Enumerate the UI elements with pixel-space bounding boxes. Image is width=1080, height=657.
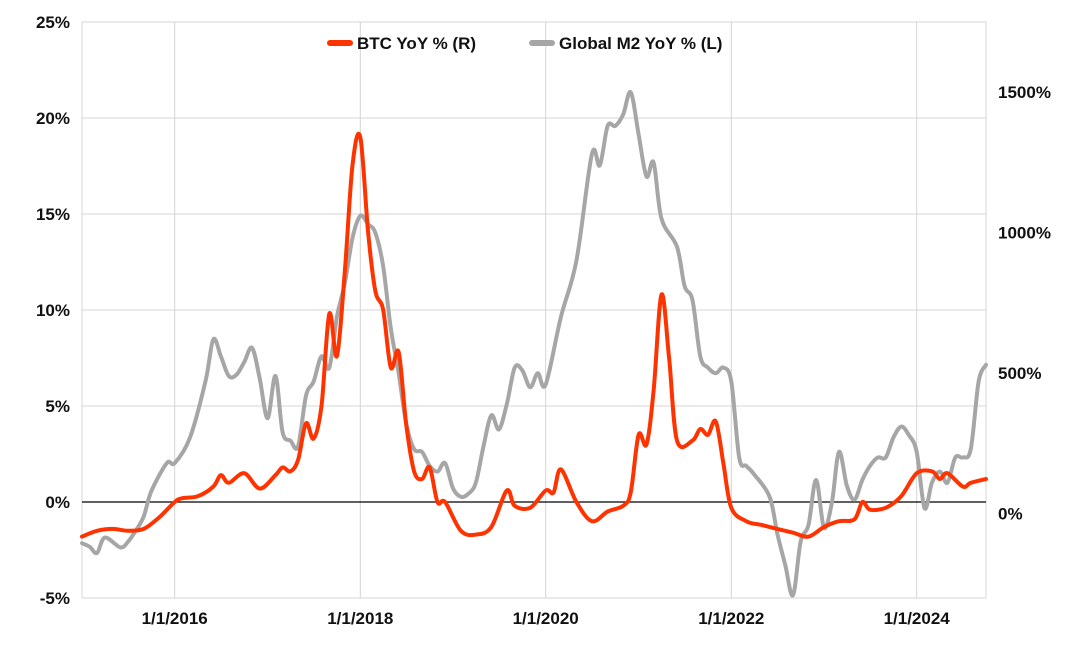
right-tick-label: 1500% — [998, 83, 1051, 102]
left-tick-label: 0% — [45, 493, 70, 512]
right-tick-label: 1000% — [998, 224, 1051, 243]
x-tick-label: 1/1/2016 — [142, 609, 208, 628]
left-tick-label: 15% — [36, 205, 70, 224]
global-m2-yoy-line — [80, 90, 988, 598]
x-tick-label: 1/1/2024 — [884, 609, 951, 628]
series-lines — [80, 90, 988, 598]
x-tick-label: 1/1/2022 — [698, 609, 764, 628]
right-tick-label: 500% — [998, 364, 1041, 383]
x-tick-label: 1/1/2018 — [327, 609, 393, 628]
left-tick-label: 25% — [36, 13, 70, 32]
right-axis-ticks: 0% 500% 1000% 1500% — [998, 83, 1051, 523]
x-tick-label: 1/1/2020 — [513, 609, 579, 628]
legend: BTC YoY % (R) Global M2 YoY % (L) — [327, 34, 722, 53]
left-tick-label: 20% — [36, 109, 70, 128]
left-tick-label: 5% — [45, 397, 70, 416]
legend-item-global-m2: Global M2 YoY % (L) — [529, 34, 722, 53]
gridlines — [81, 21, 987, 599]
left-tick-label: -5% — [40, 589, 70, 608]
x-axis-ticks: 1/1/2016 1/1/2018 1/1/2020 1/1/2022 1/1/2024 — [142, 609, 951, 628]
legend-label: Global M2 YoY % (L) — [559, 34, 722, 53]
legend-item-btc: BTC YoY % (R) — [327, 34, 476, 53]
btc-yoy-line — [80, 131, 988, 539]
left-axis-ticks: -5% 0% 5% 10% 15% 20% 25% — [36, 13, 70, 608]
left-tick-label: 10% — [36, 301, 70, 320]
legend-label: BTC YoY % (R) — [357, 34, 476, 53]
right-tick-label: 0% — [998, 505, 1023, 524]
